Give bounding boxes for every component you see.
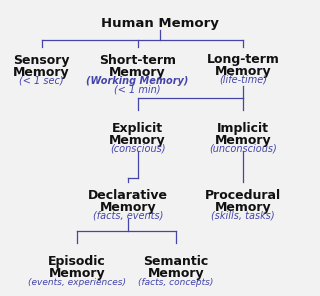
Text: Long-term: Long-term <box>207 53 280 66</box>
Text: Memory: Memory <box>100 201 156 214</box>
Text: (< 1 sec): (< 1 sec) <box>19 76 64 86</box>
Text: Declarative: Declarative <box>88 189 168 202</box>
Text: Semantic: Semantic <box>143 255 209 268</box>
Text: (conscious): (conscious) <box>110 144 165 154</box>
Text: Memory: Memory <box>148 267 204 280</box>
Text: Memory: Memory <box>215 201 271 214</box>
Text: Memory: Memory <box>215 65 271 78</box>
Text: (events, experiences): (events, experiences) <box>28 278 126 287</box>
Text: Memory: Memory <box>109 66 166 79</box>
Text: Procedural: Procedural <box>205 189 281 202</box>
Text: (Working Memory): (Working Memory) <box>86 76 189 86</box>
Text: (skills, tasks): (skills, tasks) <box>212 210 275 221</box>
Text: Memory: Memory <box>215 134 271 147</box>
Text: Short-term: Short-term <box>99 54 176 67</box>
Text: Memory: Memory <box>109 134 166 147</box>
Text: Memory: Memory <box>49 267 105 280</box>
Text: Memory: Memory <box>13 66 70 79</box>
Text: (facts, events): (facts, events) <box>93 210 163 221</box>
Text: (unconscious): (unconscious) <box>209 144 277 154</box>
Text: Sensory: Sensory <box>13 54 70 67</box>
Text: (< 1 min): (< 1 min) <box>114 85 161 95</box>
Text: Explicit: Explicit <box>112 122 163 135</box>
Text: Episodic: Episodic <box>48 255 106 268</box>
Text: (life-time): (life-time) <box>219 74 267 84</box>
Text: Implicit: Implicit <box>217 122 269 135</box>
Text: Human Memory: Human Memory <box>101 17 219 30</box>
Text: (facts, concepts): (facts, concepts) <box>138 278 214 287</box>
